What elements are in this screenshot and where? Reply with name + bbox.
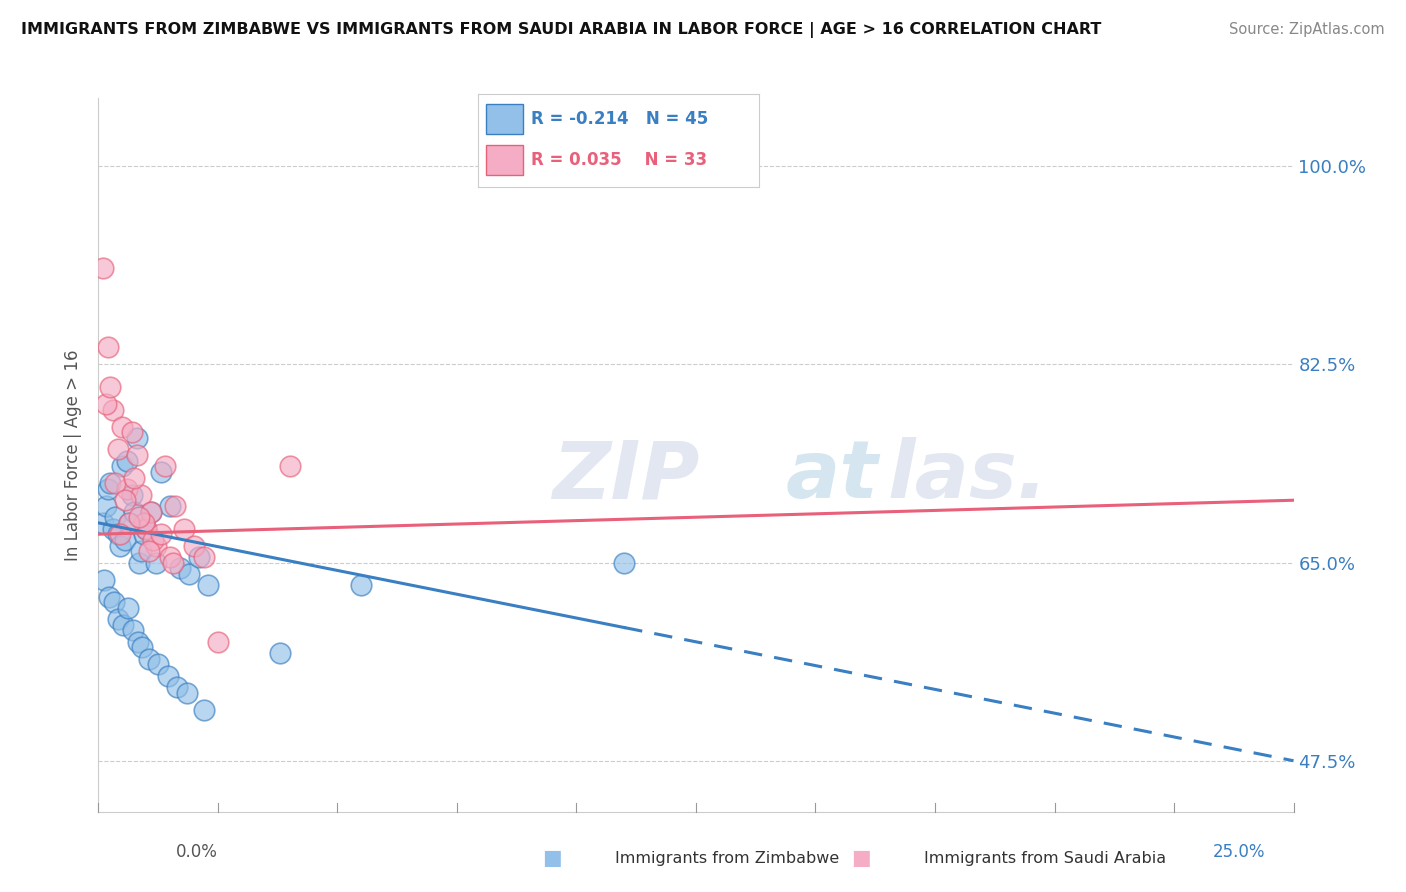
Point — [104, 476, 127, 491]
Point — [132, 516, 155, 530]
Point — [128, 556, 150, 570]
Point — [193, 549, 215, 564]
Y-axis label: In Labor Force | Age > 16: In Labor Force | Age > 16 — [65, 349, 83, 561]
Point — [613, 556, 636, 570]
Point — [149, 465, 172, 479]
Point — [135, 522, 157, 536]
Point — [127, 635, 149, 649]
Point — [128, 510, 150, 524]
Point — [94, 499, 117, 513]
Point — [159, 549, 181, 564]
Point — [138, 652, 160, 666]
Point — [125, 431, 148, 445]
Point — [148, 657, 170, 672]
FancyBboxPatch shape — [486, 145, 523, 175]
Point — [135, 522, 157, 536]
Point — [108, 539, 131, 553]
Point — [139, 504, 162, 518]
Point — [114, 493, 136, 508]
Point — [115, 482, 138, 496]
Point — [131, 544, 153, 558]
Text: ■: ■ — [851, 848, 872, 868]
Point — [124, 470, 146, 484]
Point — [117, 600, 139, 615]
Point — [176, 686, 198, 700]
Point — [93, 573, 115, 587]
Point — [187, 549, 209, 564]
Point — [108, 527, 131, 541]
Point — [111, 419, 134, 434]
Point — [179, 566, 201, 581]
Point — [124, 504, 146, 518]
Point — [112, 617, 135, 632]
Point — [131, 640, 153, 655]
Point — [145, 539, 167, 553]
Point — [207, 635, 229, 649]
Point — [118, 516, 141, 530]
Point — [163, 499, 186, 513]
Text: 25.0%: 25.0% — [1213, 843, 1265, 861]
Point — [156, 669, 179, 683]
Point — [115, 453, 138, 467]
Point — [101, 522, 124, 536]
Point — [159, 499, 181, 513]
Point — [104, 510, 127, 524]
Text: R = -0.214   N = 45: R = -0.214 N = 45 — [531, 110, 709, 128]
Point — [183, 539, 205, 553]
Point — [138, 544, 160, 558]
Point — [103, 595, 125, 609]
Point — [114, 533, 136, 547]
Point — [278, 459, 301, 474]
Point — [107, 612, 129, 626]
Text: Source: ZipAtlas.com: Source: ZipAtlas.com — [1229, 22, 1385, 37]
Point — [149, 527, 172, 541]
Text: Immigrants from Zimbabwe: Immigrants from Zimbabwe — [614, 851, 839, 865]
Point — [131, 487, 153, 501]
Point — [91, 260, 114, 275]
Point — [350, 578, 373, 592]
Point — [173, 522, 195, 536]
Point — [97, 482, 120, 496]
Point — [121, 487, 143, 501]
Text: Immigrants from Saudi Arabia: Immigrants from Saudi Arabia — [925, 851, 1167, 865]
Text: ZIP: ZIP — [553, 437, 700, 516]
Point — [107, 442, 129, 457]
Point — [94, 397, 117, 411]
Text: R = 0.035    N = 33: R = 0.035 N = 33 — [531, 151, 707, 169]
Text: IMMIGRANTS FROM ZIMBABWE VS IMMIGRANTS FROM SAUDI ARABIA IN LABOR FORCE | AGE > : IMMIGRANTS FROM ZIMBABWE VS IMMIGRANTS F… — [21, 22, 1101, 38]
Point — [162, 556, 184, 570]
Point — [98, 380, 122, 394]
Point — [97, 340, 120, 354]
Point — [118, 516, 141, 530]
Point — [169, 561, 191, 575]
Point — [125, 448, 148, 462]
Point — [111, 459, 134, 474]
Text: 0.0%: 0.0% — [176, 843, 218, 861]
Text: las.: las. — [887, 437, 1047, 516]
Point — [121, 425, 143, 440]
Point — [121, 624, 143, 638]
Point — [197, 578, 219, 592]
Point — [139, 504, 162, 518]
Text: at: at — [786, 437, 879, 516]
Point — [155, 459, 177, 474]
Point — [107, 527, 129, 541]
Point — [91, 516, 114, 530]
Point — [145, 556, 167, 570]
Point — [269, 646, 291, 660]
Point — [193, 703, 215, 717]
Point — [132, 527, 155, 541]
Point — [98, 476, 122, 491]
FancyBboxPatch shape — [486, 104, 523, 134]
Text: ■: ■ — [541, 848, 562, 868]
Point — [97, 590, 120, 604]
Point — [142, 533, 165, 547]
Point — [101, 402, 124, 417]
Point — [166, 680, 188, 694]
